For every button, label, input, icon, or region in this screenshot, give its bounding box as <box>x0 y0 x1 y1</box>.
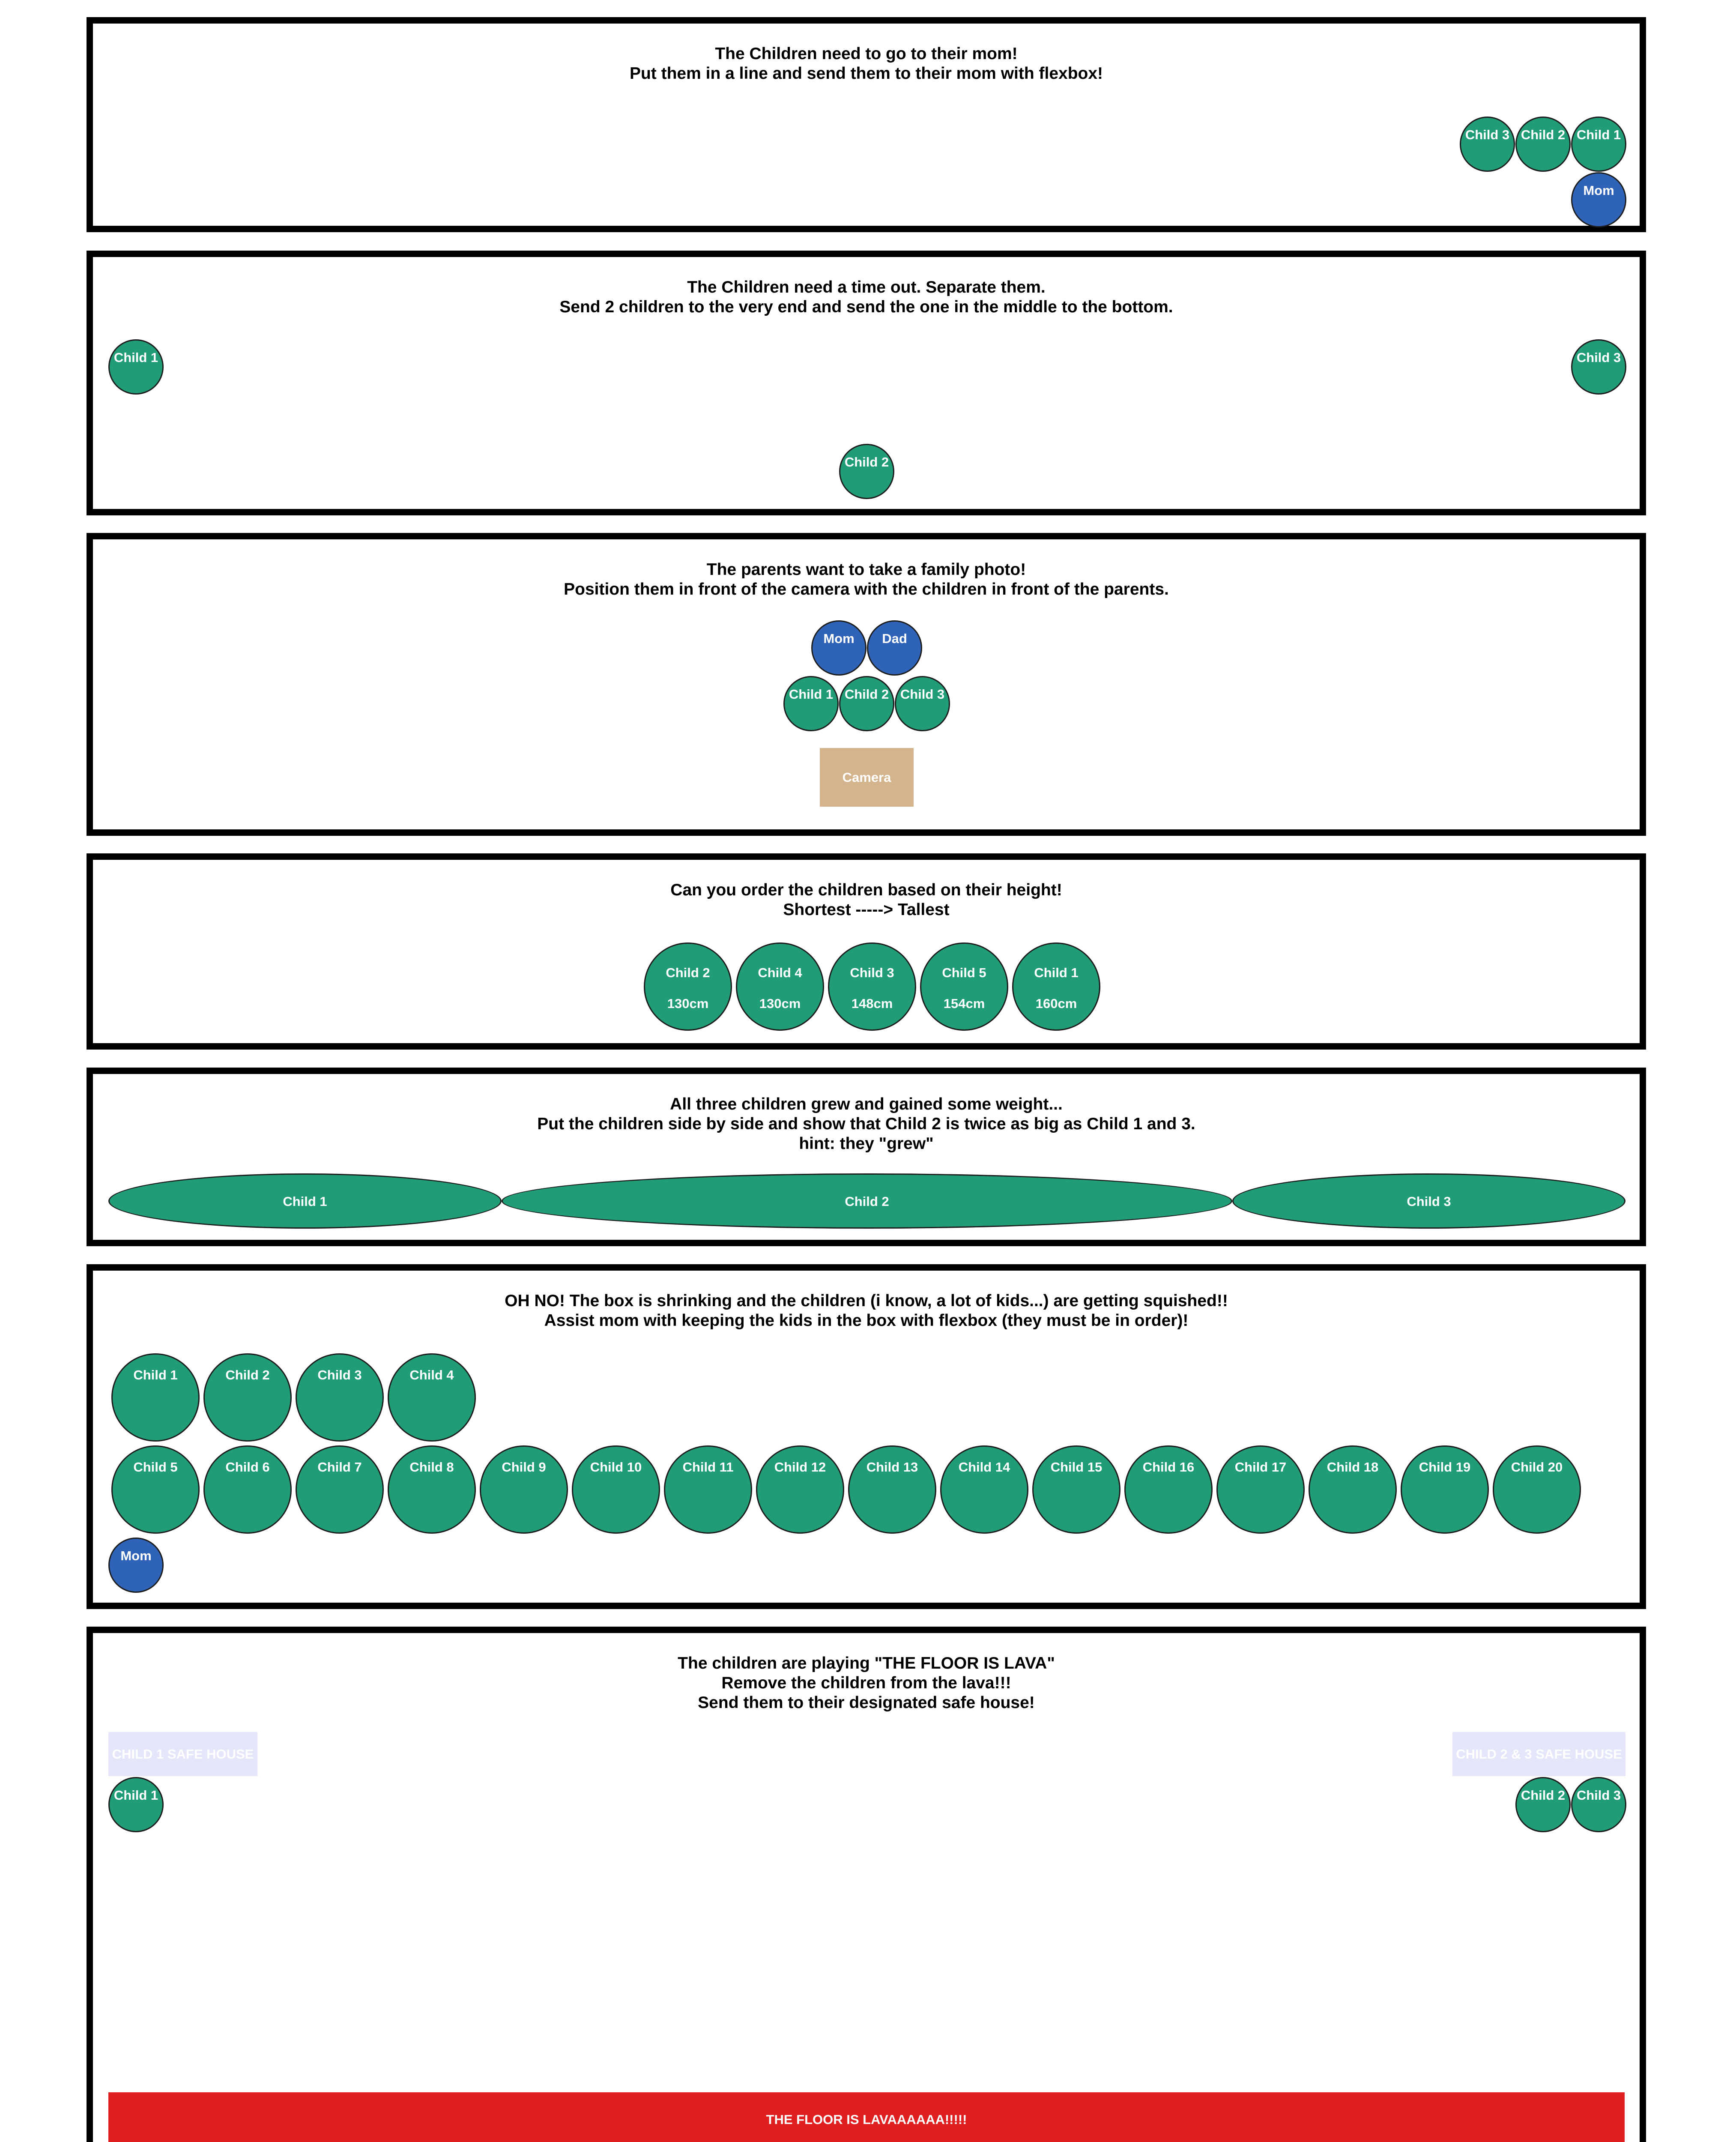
child-5: Child 5 154cm <box>920 942 1008 1031</box>
lava-floor: THE FLOOR IS LAVAAAAAA!!!!! <box>108 2092 1625 2142</box>
section-title: The parents want to take a family photo!… <box>93 560 1640 599</box>
section-title: The children are playing "THE FLOOR IS L… <box>93 1654 1640 1713</box>
child-1: Child 1 <box>108 339 164 395</box>
child-5: Child 5 <box>111 1445 200 1534</box>
child-1: Child 1 <box>108 1173 502 1229</box>
child-19: Child 19 <box>1401 1445 1489 1534</box>
title-line: Put them in a line and send them to thei… <box>629 64 1103 83</box>
child-2: Child 2 <box>1515 1777 1571 1832</box>
title-line: Position them in front of the camera wit… <box>564 580 1169 598</box>
title-line: Assist mom with keeping the kids in the … <box>544 1311 1189 1330</box>
child-name: Child 4 <box>758 965 802 980</box>
child-name: Child 5 <box>942 965 986 980</box>
child-4: Child 4 130cm <box>736 942 824 1031</box>
child-3: Child 3 148cm <box>828 942 916 1031</box>
child-3: Child 3 <box>1571 339 1626 395</box>
child-height: 130cm <box>667 996 709 1011</box>
section-grow: All three children grew and gained some … <box>87 1068 1646 1246</box>
child-4: Child 4 <box>388 1353 476 1442</box>
child-16: Child 16 <box>1124 1445 1213 1534</box>
child-1: Child 1 <box>108 1777 164 1832</box>
child-3: Child 3 <box>1571 1777 1626 1832</box>
child-3: Child 3 <box>1460 117 1515 172</box>
child-2: Child 2 130cm <box>644 942 732 1031</box>
child-1: Child 1 <box>783 676 839 731</box>
title-line: The children are playing "THE FLOOR IS L… <box>678 1654 1055 1672</box>
title-line: hint: they "grew" <box>799 1134 934 1153</box>
section-title: All three children grew and gained some … <box>93 1095 1640 1154</box>
child-18: Child 18 <box>1309 1445 1397 1534</box>
child-6: Child 6 <box>203 1445 292 1534</box>
dad: Dad <box>867 620 922 676</box>
child-8: Child 8 <box>388 1445 476 1534</box>
child-7: Child 7 <box>296 1445 384 1534</box>
child-3: Child 3 <box>296 1353 384 1442</box>
section-time-out: The Children need a time out. Separate t… <box>87 251 1646 515</box>
child-11: Child 11 <box>664 1445 752 1534</box>
child-2-3-safe-house: CHILD 2 & 3 SAFE HOUSE <box>1452 1732 1625 1776</box>
mom: Mom <box>1571 172 1626 227</box>
section-title: The Children need a time out. Separate t… <box>93 278 1640 317</box>
child-15: Child 15 <box>1032 1445 1120 1534</box>
child-height: 154cm <box>943 996 985 1011</box>
section-family-photo: The parents want to take a family photo!… <box>87 533 1646 836</box>
child-1: Child 1 <box>1571 117 1626 172</box>
section-title: Can you order the children based on thei… <box>93 880 1640 920</box>
title-line: OH NO! The box is shrinking and the chil… <box>505 1292 1228 1310</box>
title-line: Send 2 children to the very end and send… <box>559 298 1173 316</box>
title-line: Put the children side by side and show t… <box>537 1115 1195 1133</box>
child-height: 130cm <box>759 996 801 1011</box>
child-2: Child 2 <box>1515 117 1571 172</box>
mom: Mom <box>108 1538 164 1593</box>
section-title: The Children need to go to their mom! Pu… <box>93 44 1640 84</box>
child-3: Child 3 <box>895 676 950 731</box>
child-height: 148cm <box>851 996 893 1011</box>
child-2: Child 2 <box>502 1173 1232 1229</box>
title-line: Can you order the children based on thei… <box>670 881 1062 899</box>
child-2: Child 2 <box>203 1353 292 1442</box>
section-shrinking-box: OH NO! The box is shrinking and the chil… <box>87 1264 1646 1609</box>
title-line: The Children need to go to their mom! <box>715 45 1018 63</box>
title-line: The parents want to take a family photo! <box>706 560 1026 579</box>
section-height-order: Can you order the children based on thei… <box>87 853 1646 1050</box>
child-10: Child 10 <box>572 1445 660 1534</box>
child-12: Child 12 <box>756 1445 844 1534</box>
child-height: 160cm <box>1035 996 1077 1011</box>
section-floor-is-lava: The children are playing "THE FLOOR IS L… <box>87 1627 1646 2142</box>
child-1: Child 1 <box>111 1353 200 1442</box>
section-title: OH NO! The box is shrinking and the chil… <box>93 1291 1640 1331</box>
title-line: Remove the children from the lava!!! <box>721 1674 1011 1692</box>
child-3: Child 3 <box>1232 1173 1625 1229</box>
child-name: Child 2 <box>666 965 710 980</box>
title-line: The Children need a time out. Separate t… <box>687 278 1046 296</box>
child-13: Child 13 <box>848 1445 936 1534</box>
child-9: Child 9 <box>480 1445 568 1534</box>
child-name: Child 3 <box>850 965 894 980</box>
child-1-safe-house: CHILD 1 SAFE HOUSE <box>108 1732 257 1776</box>
title-line: All three children grew and gained some … <box>670 1095 1063 1113</box>
mom: Mom <box>811 620 867 676</box>
child-14: Child 14 <box>940 1445 1028 1534</box>
child-2: Child 2 <box>839 676 894 731</box>
child-2: Child 2 <box>839 444 894 499</box>
child-17: Child 17 <box>1216 1445 1305 1534</box>
child-name: Child 1 <box>1034 965 1079 980</box>
title-line: Shortest -----> Tallest <box>783 900 950 919</box>
child-20: Child 20 <box>1493 1445 1581 1534</box>
title-line: Send them to their designated safe house… <box>698 1693 1035 1712</box>
camera: Camera <box>820 748 914 807</box>
child-1: Child 1 160cm <box>1012 942 1100 1031</box>
section-mom-line: The Children need to go to their mom! Pu… <box>87 17 1646 232</box>
